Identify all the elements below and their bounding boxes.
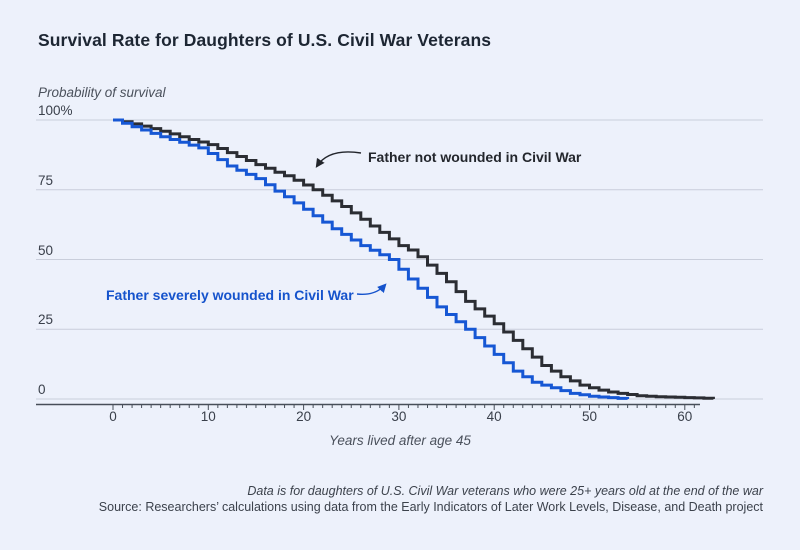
y-tick-label: 75	[38, 172, 54, 188]
y-tick-label: 100%	[38, 103, 73, 118]
y-tick-label: 0	[38, 382, 46, 397]
survival-curves	[113, 118, 715, 400]
x-tick-label: 20	[296, 409, 312, 424]
x-tick-label: 60	[677, 409, 693, 424]
source-line: Source: Researchers’ calculations using …	[98, 500, 763, 514]
x-tick-label: 40	[486, 409, 502, 424]
chart-title: Survival Rate for Daughters of U.S. Civi…	[38, 30, 492, 50]
y-axis-title: Probability of survival	[38, 85, 166, 100]
annotation-arrow-wounded	[356, 283, 387, 295]
chart-footer: Data is for daughters of U.S. Civil War …	[99, 483, 763, 515]
annotation-wounded: Father severely wounded in Civil War	[106, 287, 354, 303]
x-axis-title: Years lived after age 45	[329, 433, 471, 448]
data-footnote: Data is for daughters of U.S. Civil War …	[247, 484, 763, 498]
x-tick-label: 10	[200, 409, 216, 424]
curve-wounded	[113, 118, 630, 400]
x-tick-label: 30	[391, 409, 407, 424]
curve-not-wounded	[113, 118, 715, 400]
y-tick-label: 50	[38, 242, 54, 258]
x-tick-label: 0	[109, 409, 117, 424]
y-tick-label: 25	[38, 312, 54, 328]
x-tick-label: 50	[581, 409, 598, 424]
annotation-not-wounded: Father not wounded in Civil War	[368, 149, 582, 165]
x-axis	[36, 403, 700, 410]
annotation-arrow-not-wounded	[315, 151, 362, 168]
